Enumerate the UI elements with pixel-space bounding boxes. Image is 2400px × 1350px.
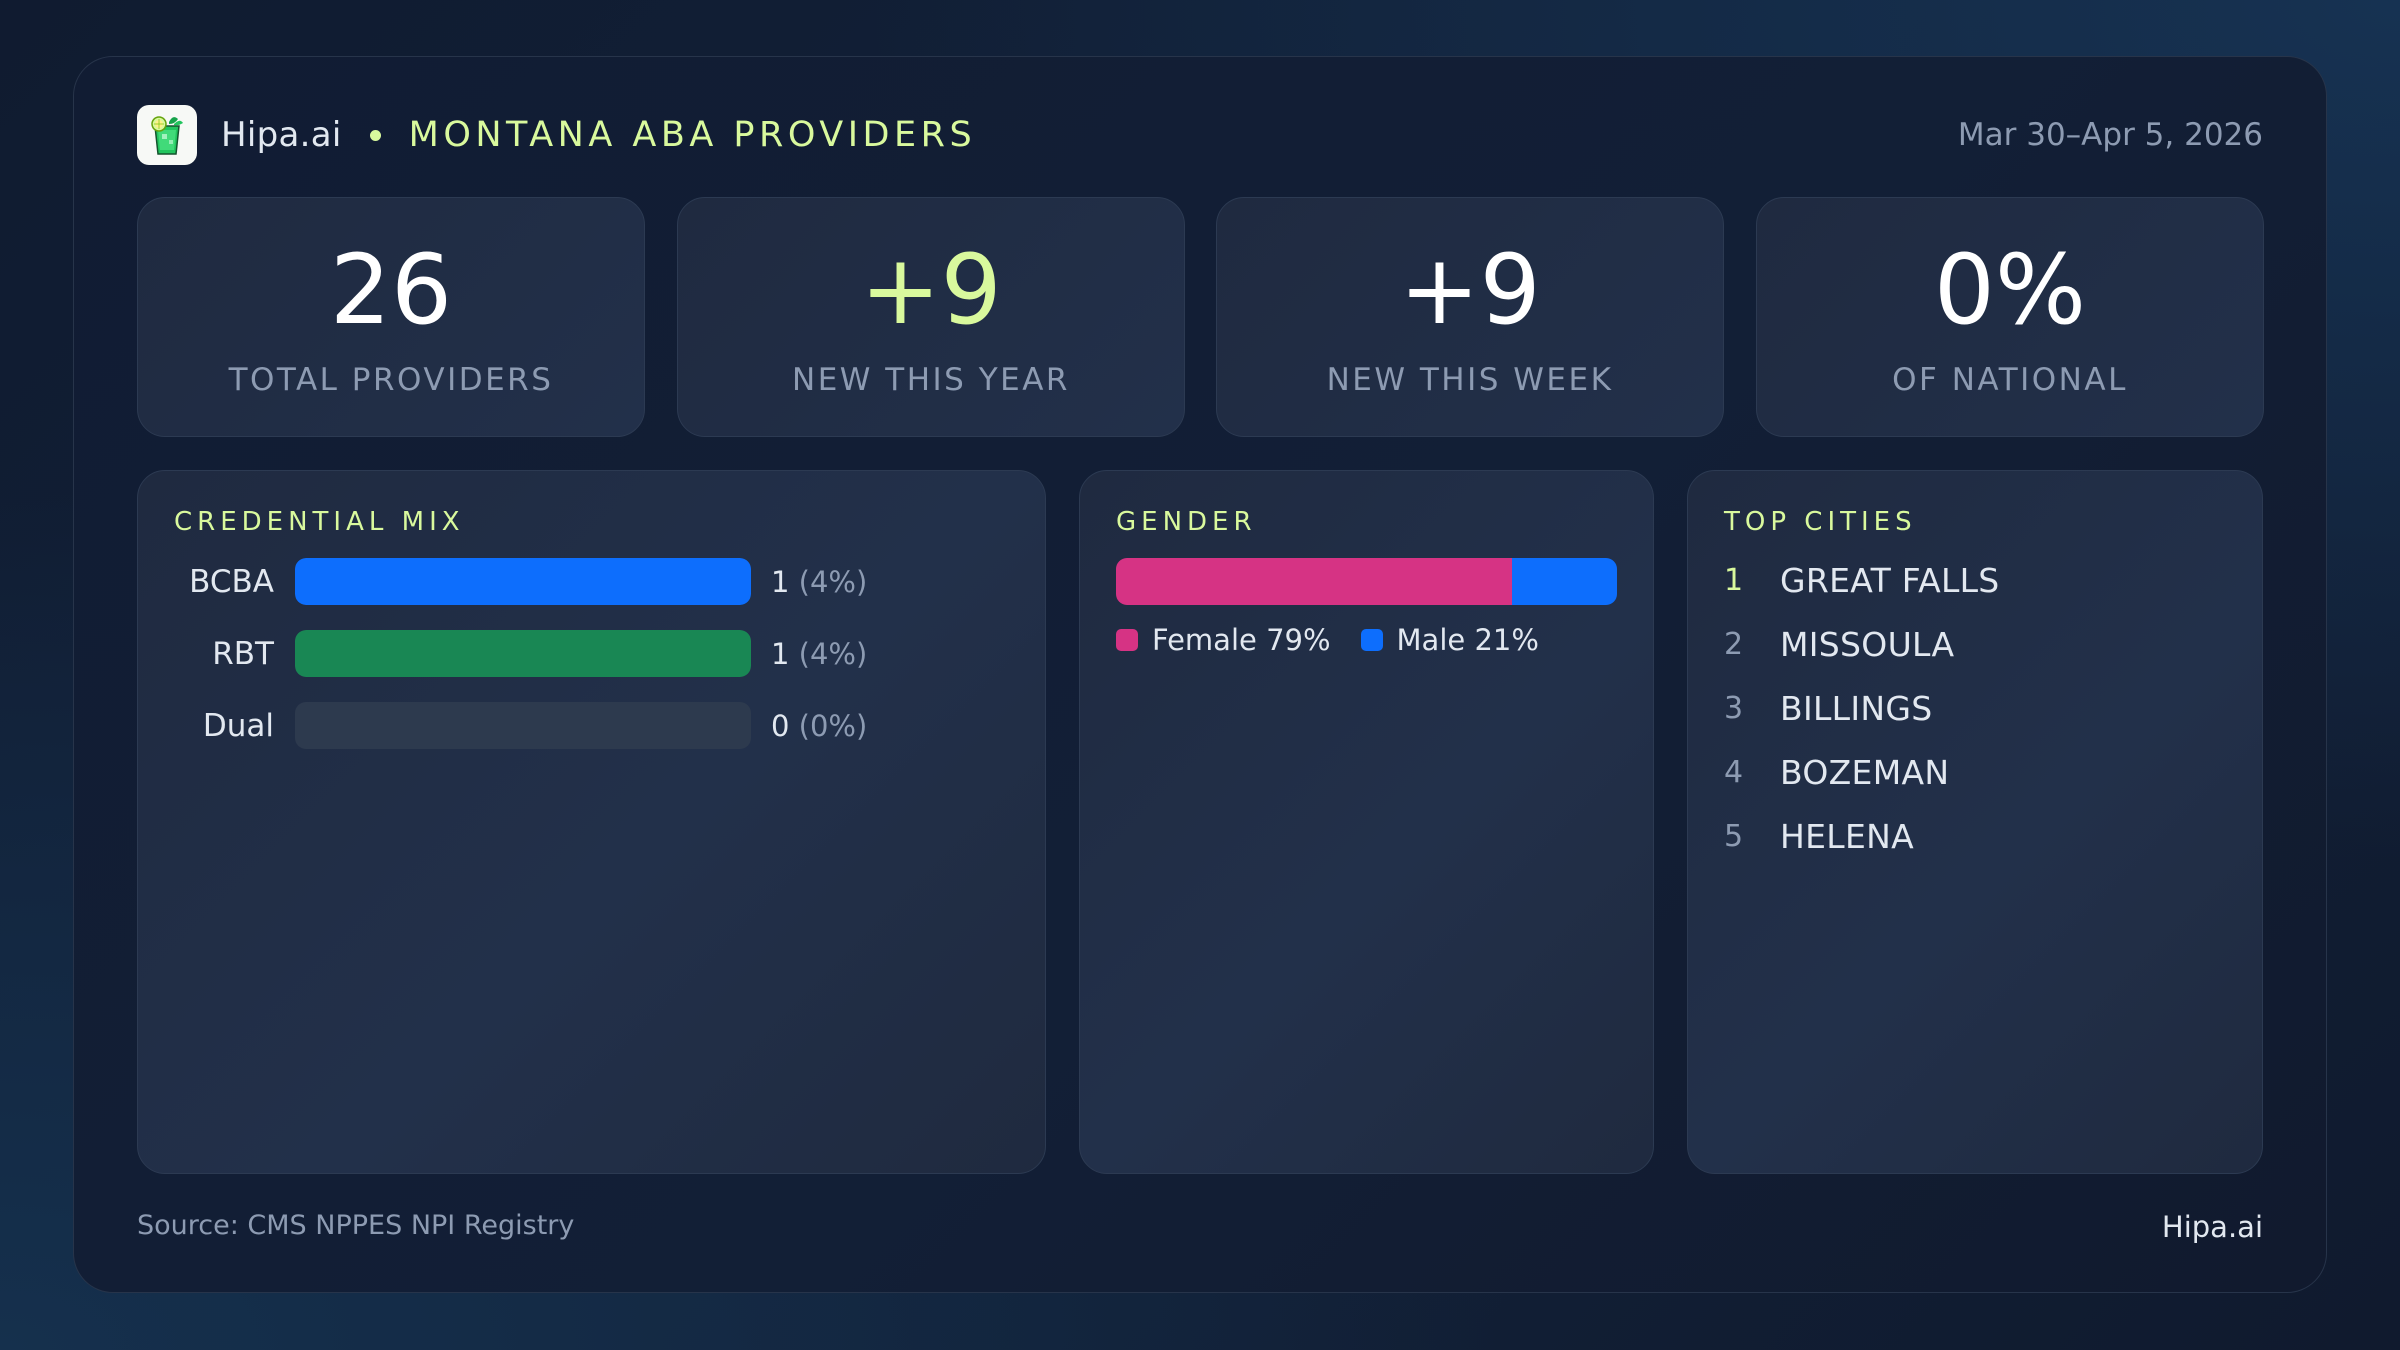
city-item: 2 MISSOULA (1724, 622, 1954, 666)
gender-stacked-bar (1116, 558, 1617, 605)
panel-title: TOP CITIES (1724, 507, 1917, 537)
credential-count: 1 (771, 565, 790, 599)
page-title: MONTANA ABA PROVIDERS (408, 115, 977, 155)
city-name: MISSOULA (1780, 624, 1955, 664)
stat-value: +9 (860, 234, 1002, 346)
city-item: 1 GREAT FALLS (1724, 558, 2000, 602)
credential-label: BCBA (189, 564, 274, 600)
gender-panel: GENDER Female 79% Male 21% (1079, 470, 1654, 1174)
mojito-glass-icon (137, 105, 197, 165)
stat-card-of-national: 0% OF NATIONAL (1756, 197, 2264, 437)
credential-count: 0 (771, 709, 790, 743)
credential-label: Dual (202, 708, 274, 744)
stat-card-new-this-year: +9 NEW THIS YEAR (677, 197, 1185, 437)
gender-legend: Female 79% Male 21% (1116, 623, 1569, 657)
stat-label: NEW THIS YEAR (792, 362, 1070, 398)
credential-value: 0 (0%) (771, 709, 867, 743)
credential-bar-fill (295, 630, 751, 677)
credential-pct: (0%) (798, 709, 868, 743)
legend-item-male: Male 21% (1360, 623, 1539, 657)
credential-value: 1 (4%) (771, 637, 867, 671)
female-swatch-icon (1116, 629, 1138, 651)
legend-label: Male 21% (1396, 623, 1539, 657)
male-swatch-icon (1360, 629, 1383, 651)
brand-name: Hipa.ai (221, 115, 342, 155)
credential-bar-track (295, 630, 751, 677)
city-item: 5 HELENA (1724, 814, 1914, 858)
panel-title: GENDER (1116, 507, 1257, 537)
source-attribution: Source: CMS NPPES NPI Registry (137, 1210, 575, 1241)
credential-bar-track (295, 702, 751, 749)
credential-mix-panel: CREDENTIAL MIX BCBA 1 (4%) RBT 1 (4%) Du… (137, 470, 1046, 1174)
gender-bar-female (1116, 558, 1512, 605)
city-item: 3 BILLINGS (1724, 686, 1932, 730)
stat-value: 26 (329, 234, 453, 346)
stat-card-total-providers: 26 TOTAL PROVIDERS (137, 197, 645, 437)
panel-title: CREDENTIAL MIX (174, 507, 465, 537)
city-rank: 3 (1724, 690, 1744, 726)
city-name: HELENA (1780, 816, 1914, 856)
stat-label: OF NATIONAL (1892, 362, 2128, 398)
legend-label: Female 79% (1152, 623, 1331, 657)
credential-label: RBT (212, 636, 274, 672)
city-item: 4 BOZEMAN (1724, 750, 1949, 794)
credential-pct: (4%) (798, 565, 868, 599)
city-rank: 1 (1724, 562, 1744, 598)
city-rank: 5 (1724, 818, 1744, 854)
credential-value: 1 (4%) (771, 565, 867, 599)
stat-value: 0% (1933, 234, 2087, 346)
city-rank: 4 (1724, 754, 1744, 790)
stat-card-new-this-week: +9 NEW THIS WEEK (1216, 197, 1724, 437)
credential-row-dual: Dual 0 (0%) (138, 702, 1045, 749)
stat-label: NEW THIS WEEK (1326, 362, 1614, 398)
legend-item-female: Female 79% (1116, 623, 1331, 657)
stat-value: +9 (1399, 234, 1541, 346)
credential-pct: (4%) (798, 637, 868, 671)
stat-label: TOTAL PROVIDERS (228, 362, 554, 398)
header: Hipa.ai MONTANA ABA PROVIDERS Mar 30–Apr… (137, 105, 2263, 165)
top-cities-panel: TOP CITIES 1 GREAT FALLS 2 MISSOULA 3 BI… (1687, 470, 2263, 1174)
city-name: BILLINGS (1780, 688, 1933, 728)
city-name: BOZEMAN (1780, 752, 1950, 792)
city-name: GREAT FALLS (1780, 560, 2000, 600)
separator-dot-icon (369, 129, 381, 141)
gender-bar-male (1511, 558, 1617, 605)
footer-brand: Hipa.ai (2161, 1210, 2263, 1244)
city-rank: 2 (1724, 626, 1744, 662)
credential-bar-track (295, 558, 751, 605)
credential-count: 1 (771, 637, 790, 671)
credential-row-rbt: RBT 1 (4%) (138, 630, 1045, 677)
credential-bar-fill (295, 558, 751, 605)
credential-row-bcba: BCBA 1 (4%) (138, 558, 1045, 605)
date-range: Mar 30–Apr 5, 2026 (1957, 117, 2263, 153)
